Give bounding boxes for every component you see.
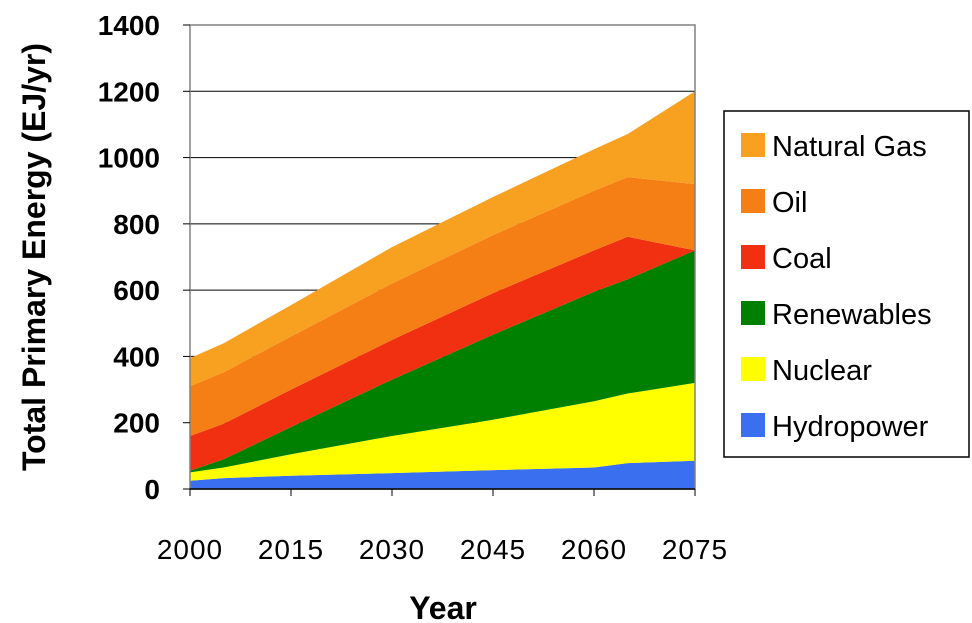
area-coal — [190, 236, 695, 471]
x-tick-label: 2060 — [561, 534, 627, 565]
legend-label: Coal — [772, 243, 832, 275]
y-tick-label: 600 — [113, 275, 160, 306]
area-renewables — [190, 250, 695, 473]
area-nuclear — [190, 382, 695, 481]
areas — [190, 91, 695, 489]
legend-swatch — [741, 245, 765, 269]
y-tick-label: 1000 — [98, 143, 160, 174]
legend-label: Hydropower — [772, 411, 929, 443]
y-tick-label: 0 — [144, 474, 160, 505]
legend: Natural Gas Oil Coal Renewables Nuclear Hydro… — [723, 110, 970, 458]
y-axis: 0 200 400 600 800 1000 1200 1400 — [98, 10, 190, 505]
legend-swatch — [741, 133, 765, 157]
y-tick-label: 200 — [113, 408, 160, 439]
legend-swatch — [741, 301, 765, 325]
y-tick-label: 800 — [113, 209, 160, 240]
legend-box — [723, 110, 970, 458]
area-oil — [190, 177, 695, 436]
y-tick-label: 1200 — [98, 76, 160, 107]
legend-label: Natural Gas — [772, 131, 927, 163]
area-natural-gas — [190, 91, 695, 387]
legend-swatch — [741, 189, 765, 213]
legend-label: Renewables — [772, 299, 932, 331]
x-tick-label: 2030 — [359, 534, 425, 565]
legend-label: Oil — [772, 187, 807, 219]
x-tick-label: 2015 — [258, 534, 324, 565]
y-tick-label: 1400 — [98, 10, 160, 41]
x-tick-label: 2045 — [460, 534, 526, 565]
x-axis-title: Year — [409, 590, 477, 623]
legend-label: Nuclear — [772, 355, 872, 387]
y-tick-label: 400 — [113, 341, 160, 372]
y-axis-title: Total Primary Energy (EJ/yr) — [16, 43, 52, 471]
x-axis: 2000 2015 2030 2045 2060 2075 — [157, 488, 728, 565]
x-tick-label: 2000 — [157, 534, 223, 565]
legend-swatch — [741, 413, 765, 437]
legend-swatch — [741, 357, 765, 381]
x-tick-label: 2075 — [662, 534, 728, 565]
area-hydropower — [190, 460, 695, 489]
